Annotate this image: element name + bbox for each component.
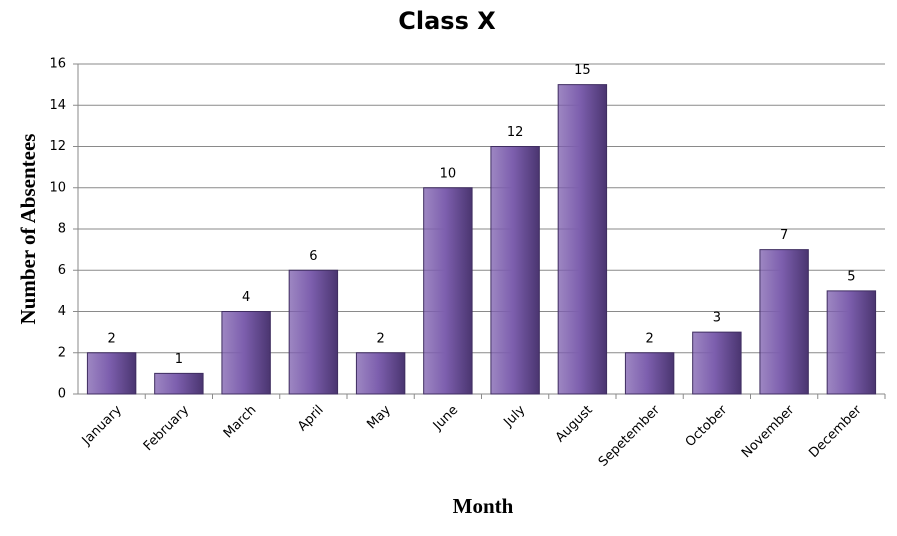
y-tick-label: 10 (49, 180, 66, 195)
x-tick-label: March (221, 403, 260, 442)
bar (759, 249, 809, 395)
y-tick-label: 6 (58, 263, 66, 278)
data-label: 3 (713, 311, 721, 326)
bar (826, 290, 877, 395)
y-tick-label: 2 (58, 345, 66, 360)
x-tick-label: May (364, 402, 394, 432)
data-label: 1 (175, 352, 183, 367)
chart-title: Class X (398, 7, 496, 35)
x-tick-label: Sepetember (596, 402, 664, 470)
x-tick-label: July (501, 402, 529, 430)
data-label: 4 (242, 290, 250, 305)
y-tick-label: 4 (58, 304, 66, 319)
y-tick-label: 16 (49, 57, 66, 72)
bar (557, 84, 608, 395)
data-label: 15 (574, 63, 591, 78)
y-axis-title: Number of Absentees (16, 134, 40, 325)
x-tick-label: June (430, 403, 461, 434)
bar (490, 146, 540, 395)
x-tick-label: February (141, 402, 193, 454)
bar (288, 269, 339, 395)
data-label: 7 (780, 228, 788, 243)
bar (692, 331, 742, 395)
x-tick-label: November (739, 402, 798, 461)
data-label: 6 (309, 249, 317, 264)
y-tick-label: 14 (49, 98, 66, 113)
data-label: 2 (645, 331, 653, 346)
x-tick-label: October (683, 402, 731, 450)
bar (221, 311, 271, 395)
x-tick-label: April (295, 403, 327, 435)
data-label: 2 (376, 331, 384, 346)
bar (86, 352, 137, 395)
data-label: 10 (440, 166, 457, 181)
x-tick-label: December (806, 402, 865, 461)
y-tick-label: 8 (58, 222, 66, 237)
bar (154, 372, 204, 395)
bar (423, 187, 473, 395)
x-axis-title: Month (453, 494, 514, 518)
bar (624, 352, 675, 395)
data-label: 5 (847, 269, 855, 284)
x-tick-label: January (79, 402, 125, 448)
y-tick-label: 12 (49, 139, 66, 154)
data-label: 12 (507, 125, 524, 140)
y-tick-label: 0 (58, 387, 66, 402)
x-tick-label: August (553, 403, 596, 446)
bar (355, 352, 406, 395)
data-label: 2 (107, 331, 115, 346)
